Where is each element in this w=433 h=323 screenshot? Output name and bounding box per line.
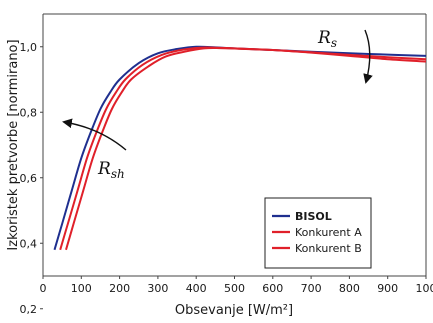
x-tick-label: 600: [262, 282, 283, 295]
x-axis-label: Obsevanje [W/m²]: [175, 303, 293, 318]
annotation-rsh-arrow: [62, 118, 127, 151]
x-tick-label: 800: [339, 282, 360, 295]
annotation-rs: Rs: [317, 28, 373, 84]
y-tick-labels: 0,2 0,4 0,6 0,8 1,0: [20, 41, 43, 316]
series-lines: [53, 45, 427, 251]
x-tick-label: 500: [224, 282, 245, 295]
annotation-rs-base: R: [317, 28, 331, 48]
svg-text:Rsh: Rsh: [97, 159, 125, 181]
x-tick-label: 100: [71, 282, 92, 295]
y-tick-label: 0,4: [20, 237, 38, 250]
x-tick-label: 400: [186, 282, 207, 295]
x-tick-label: 200: [109, 282, 130, 295]
annotation-rsh: Rsh: [62, 118, 127, 181]
series-line-2: [65, 46, 427, 251]
legend: BISOL Konkurent A Konkurent B: [264, 197, 372, 269]
annotation-rs-arrow: [363, 29, 373, 84]
x-tick-label: 900: [377, 282, 398, 295]
x-tick-label: 700: [301, 282, 322, 295]
legend-label-1: Konkurent A: [295, 226, 362, 239]
y-tick-label: 1,0: [20, 41, 38, 54]
svg-text:Rs: Rs: [317, 28, 337, 50]
x-tick-label: 0: [40, 282, 47, 295]
y-tick-label: 0,6: [20, 172, 38, 185]
annotation-rsh-sub: sh: [111, 167, 125, 181]
annotation-rs-sub: s: [331, 36, 337, 50]
y-tick-label: 0,8: [20, 106, 38, 119]
annotation-rsh-base: R: [97, 159, 111, 179]
x-tick-label: 100: [416, 282, 433, 295]
legend-label-0: BISOL: [295, 210, 332, 223]
x-tick-label: 300: [147, 282, 168, 295]
legend-label-2: Konkurent B: [295, 242, 362, 255]
y-axis-label: Izkoristek pretvorbe [normirano]: [6, 39, 21, 250]
x-tick-labels: 0 100 200 300 400 500 600 700 800 900 100: [40, 276, 433, 295]
y-tick-label: 0,2: [20, 303, 38, 316]
